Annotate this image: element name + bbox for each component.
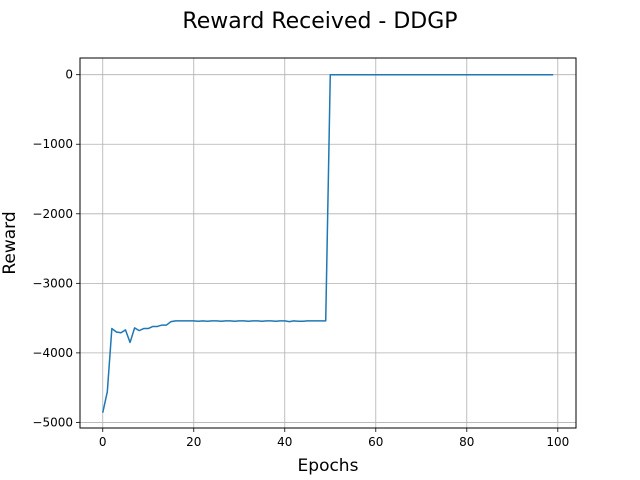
plot-series	[102, 73, 554, 413]
y-tick-label: −5000	[32, 415, 73, 429]
plot-frame	[79, 57, 577, 429]
x-tick-label: 20	[186, 435, 201, 449]
y-axis-label: Reward	[0, 211, 20, 274]
x-tick-label: 40	[277, 435, 292, 449]
y-tick-label: −4000	[32, 346, 73, 360]
y-tick-label: −3000	[32, 276, 73, 290]
y-tick-label: 0	[65, 68, 73, 82]
y-tick-label: −1000	[32, 137, 73, 151]
x-axis-label: Epochs	[298, 456, 359, 476]
chart-title: Reward Received - DDGP	[182, 9, 457, 34]
x-tick-label: 80	[459, 435, 474, 449]
x-tick-label: 60	[368, 435, 383, 449]
x-tick-label: 0	[99, 435, 107, 449]
y-tick-label: −2000	[32, 207, 73, 221]
grid	[80, 58, 576, 428]
x-tick-label: 100	[546, 435, 569, 449]
y-axis: 0 −1000 −2000 −3000 −4000 −5000	[32, 68, 80, 429]
x-axis: 0 20 40 60 80 100	[99, 428, 569, 449]
series-line-0	[102, 73, 554, 413]
